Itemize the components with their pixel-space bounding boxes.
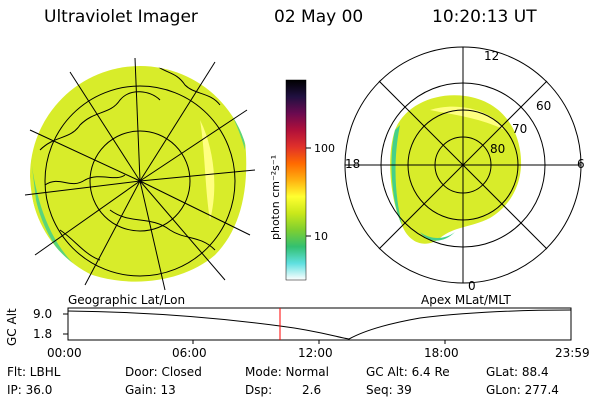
orbit-ytick-1-8: 1.8 [33, 327, 53, 341]
mlat-label-70: 70 [512, 122, 527, 136]
orbit-xtick-0600: 06:00 [172, 346, 207, 360]
info-glon: GLon: 277.4 [486, 383, 559, 397]
info-door: Door: Closed [125, 365, 202, 379]
left-map-caption: Geographic Lat/Lon [68, 293, 186, 307]
mlat-label-60: 60 [536, 99, 551, 113]
apex-map: 12 0 18 6 60 70 80 [344, 46, 585, 293]
orbit-xtick-0000: 00:00 [47, 346, 82, 360]
info-flt: Flt: LBHL [7, 365, 61, 379]
right-map-caption: Apex MLat/MLT [421, 293, 511, 307]
info-gain: Gain: 13 [125, 383, 176, 397]
aurora-edge-right [391, 125, 455, 241]
mlt-label-0: 0 [468, 279, 476, 293]
lat-lon-grid [24, 57, 256, 291]
instrument-title: Ultraviolet Imager [44, 7, 198, 27]
orbit-xtick-2359: 23:59 [555, 346, 590, 360]
mlat-grid [344, 46, 582, 284]
orbit-xtick-1800: 18:00 [424, 346, 459, 360]
time-label: 10:20:13 UT [432, 7, 537, 27]
colorbar-tick-100: 100 [314, 142, 335, 155]
info-mode: Mode: Normal [245, 365, 329, 379]
orbit-ytick-9: 9.0 [33, 307, 53, 321]
orbit-xtick-1200: 12:00 [298, 346, 333, 360]
info-dsp-label: Dsp: [245, 383, 273, 397]
mlat-label-80: 80 [490, 142, 505, 156]
colorbar-tick-10: 10 [314, 230, 328, 243]
info-glat: GLat: 88.4 [486, 365, 549, 379]
date-label: 02 May 00 [274, 7, 364, 27]
info-ip: IP: 36.0 [7, 383, 53, 397]
altitude-curve [67, 309, 572, 340]
mlt-label-6: 6 [577, 157, 585, 171]
orbit-plot [63, 307, 572, 344]
info-gc-alt: GC Alt: 6.4 Re [366, 365, 450, 379]
coastlines [39, 66, 221, 261]
info-dsp-value: 2.6 [302, 383, 322, 397]
aurora-bright-right [430, 106, 505, 130]
mlt-label-12: 12 [484, 49, 499, 63]
orbit-ylabel: GC Alt [5, 308, 19, 346]
mlt-label-18: 18 [345, 157, 360, 171]
aurora-image-left [30, 66, 247, 282]
info-seq: Seq: 39 [366, 383, 412, 397]
geographic-map [24, 57, 256, 291]
colorbar-unit-label: photon cm⁻²s⁻¹ [269, 155, 282, 240]
aurora-bright-band [200, 120, 215, 220]
colorbar: 100 10 photon cm⁻²s⁻¹ [269, 79, 335, 281]
aurora-image-right [390, 95, 522, 244]
